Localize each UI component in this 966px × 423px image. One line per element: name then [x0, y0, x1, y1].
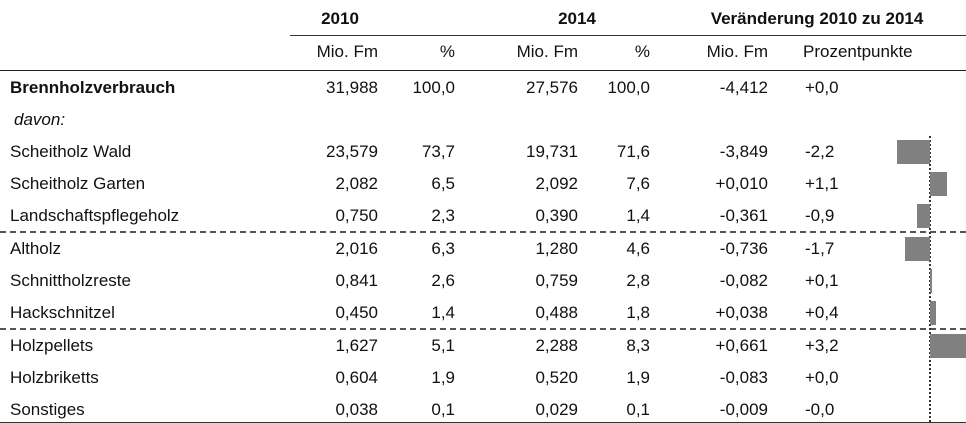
row-label: Scheitholz Garten — [10, 174, 146, 193]
bar — [930, 334, 966, 358]
cell: 2,288 — [535, 336, 578, 355]
row-label: Brennholzverbrauch — [10, 78, 176, 97]
bar — [930, 301, 936, 325]
bar — [916, 204, 930, 228]
cell: +0,661 — [715, 336, 768, 355]
cell: 0,750 — [335, 206, 378, 225]
bar — [897, 140, 930, 164]
bar — [904, 237, 930, 261]
cell: -1,7 — [805, 239, 835, 258]
cell: 23,579 — [326, 142, 378, 161]
cell: 31,988 — [326, 78, 378, 97]
cell: 2,016 — [335, 239, 378, 258]
cell: 0,390 — [535, 206, 578, 225]
cell: 2,8 — [626, 271, 650, 290]
row-label: davon: — [14, 110, 66, 129]
cell: 1,280 — [535, 239, 578, 258]
cell: -0,082 — [719, 271, 768, 290]
column-header: % — [634, 42, 650, 61]
row-label: Holzpellets — [10, 336, 94, 355]
cell: 2,6 — [431, 271, 455, 290]
cell: 0,604 — [335, 368, 378, 387]
cell: +0,4 — [805, 303, 839, 322]
cell: +0,0 — [805, 368, 839, 387]
cell: +1,1 — [805, 174, 839, 193]
cell: 0,038 — [335, 400, 378, 419]
cell: -3,849 — [719, 142, 768, 161]
cell: +0,1 — [805, 271, 839, 290]
cell: 5,1 — [431, 336, 455, 355]
cell: 1,4 — [626, 206, 650, 225]
cell: 0,841 — [335, 271, 378, 290]
cell: 1,627 — [335, 336, 378, 355]
cell: 2,082 — [335, 174, 378, 193]
row-label: Altholz — [10, 239, 62, 258]
cell: +3,2 — [805, 336, 839, 355]
cell: 1,4 — [431, 303, 455, 322]
cell: 0,488 — [535, 303, 578, 322]
cell: -4,412 — [719, 78, 768, 97]
cell: 27,576 — [526, 78, 578, 97]
row-label: Sonstiges — [10, 400, 85, 419]
cell: 8,3 — [626, 336, 650, 355]
cell: 19,731 — [526, 142, 578, 161]
row-label: Hackschnitzel — [10, 303, 115, 322]
group-separator — [0, 328, 966, 330]
cell: 0,450 — [335, 303, 378, 322]
row-label: Landschaftspflegeholz — [10, 206, 180, 225]
cell: 71,6 — [616, 142, 650, 161]
cell: -0,736 — [719, 239, 768, 258]
cell: 2,3 — [431, 206, 455, 225]
cell: 7,6 — [626, 174, 650, 193]
cell: 0,759 — [535, 271, 578, 290]
cell: +0,0 — [805, 78, 839, 97]
row-label: Schnittholzreste — [10, 271, 131, 290]
cell: 4,6 — [626, 239, 650, 258]
cell: 100,0 — [607, 78, 650, 97]
cell: +0,010 — [715, 174, 768, 193]
bar — [930, 269, 932, 293]
group-header: 2014 — [558, 9, 596, 28]
header-rule — [290, 35, 966, 36]
cell: 0,1 — [626, 400, 650, 419]
cell: 0,1 — [431, 400, 455, 419]
cell: -0,0 — [805, 400, 835, 419]
cell: 2,092 — [535, 174, 578, 193]
cell: -0,9 — [805, 206, 835, 225]
cell: -0,083 — [719, 368, 768, 387]
cell: 1,9 — [431, 368, 455, 387]
column-header: % — [439, 42, 455, 61]
group-header: 2010 — [321, 9, 359, 28]
cell: 100,0 — [412, 78, 455, 97]
cell: +0,038 — [715, 303, 768, 322]
cell: 6,5 — [431, 174, 455, 193]
cell: -0,361 — [719, 206, 768, 225]
cell: 0,520 — [535, 368, 578, 387]
header-rule — [0, 70, 966, 71]
column-header: Mio. Fm — [316, 42, 378, 61]
row-label: Holzbriketts — [10, 368, 99, 387]
cell: 1,8 — [626, 303, 650, 322]
cell: -2,2 — [805, 142, 835, 161]
cell: 1,9 — [626, 368, 650, 387]
group-header: Veränderung 2010 zu 2014 — [710, 9, 924, 28]
cell: 6,3 — [431, 239, 455, 258]
row-label: Scheitholz Wald — [10, 142, 132, 161]
cell: 0,029 — [535, 400, 578, 419]
column-header: Mio. Fm — [706, 42, 768, 61]
group-separator — [0, 231, 966, 233]
column-header: Mio. Fm — [516, 42, 578, 61]
column-header: Prozentpunkte — [803, 42, 913, 61]
bar — [930, 172, 947, 196]
cell: -0,009 — [719, 400, 768, 419]
cell: 73,7 — [421, 142, 455, 161]
